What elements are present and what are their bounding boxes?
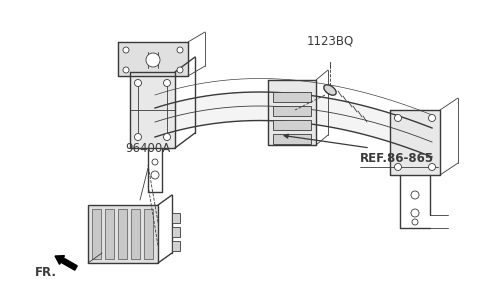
Circle shape bbox=[429, 163, 435, 171]
Text: FR.: FR. bbox=[35, 265, 57, 278]
Bar bbox=[273, 106, 311, 116]
Circle shape bbox=[134, 79, 142, 86]
Bar bbox=[172, 241, 180, 251]
Bar bbox=[131, 209, 140, 259]
Circle shape bbox=[429, 114, 435, 121]
Circle shape bbox=[395, 114, 401, 121]
Bar bbox=[144, 209, 153, 259]
Circle shape bbox=[164, 133, 170, 140]
Circle shape bbox=[134, 133, 142, 140]
Circle shape bbox=[164, 79, 170, 86]
Circle shape bbox=[395, 163, 401, 171]
Circle shape bbox=[151, 171, 159, 179]
Circle shape bbox=[152, 159, 158, 165]
Text: 1123BQ: 1123BQ bbox=[306, 35, 354, 48]
Bar bbox=[88, 205, 158, 263]
Bar bbox=[105, 209, 114, 259]
Bar bbox=[92, 209, 101, 259]
Bar bbox=[172, 213, 180, 223]
Ellipse shape bbox=[324, 85, 336, 95]
Bar bbox=[273, 92, 311, 102]
Circle shape bbox=[177, 67, 183, 73]
Circle shape bbox=[412, 219, 418, 225]
Polygon shape bbox=[118, 42, 188, 76]
FancyArrow shape bbox=[55, 256, 77, 270]
Bar bbox=[118, 209, 127, 259]
Polygon shape bbox=[155, 92, 432, 157]
Circle shape bbox=[177, 47, 183, 53]
Bar bbox=[172, 227, 180, 237]
Text: 96400A: 96400A bbox=[125, 142, 170, 155]
Circle shape bbox=[123, 47, 129, 53]
Bar bbox=[273, 120, 311, 130]
Circle shape bbox=[411, 209, 419, 217]
Text: REF.86-865: REF.86-865 bbox=[360, 152, 434, 165]
Circle shape bbox=[411, 191, 419, 199]
Circle shape bbox=[123, 67, 129, 73]
Bar bbox=[273, 134, 311, 144]
Polygon shape bbox=[390, 110, 440, 175]
Polygon shape bbox=[130, 72, 175, 148]
Circle shape bbox=[146, 53, 160, 67]
Polygon shape bbox=[268, 80, 316, 145]
